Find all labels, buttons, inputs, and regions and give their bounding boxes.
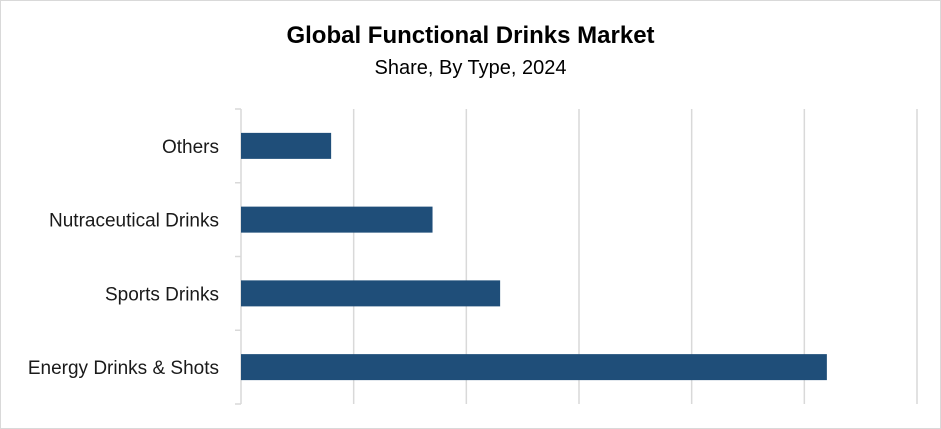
chart-subtitle: Share, By Type, 2024 — [374, 57, 567, 79]
category-axis — [235, 108, 242, 405]
category-label: Energy Drinks & Shots — [28, 358, 219, 379]
bar — [241, 354, 827, 381]
category-label: Others — [162, 137, 219, 158]
bars — [241, 132, 827, 381]
category-labels: Energy Drinks & Shots Sports Drinks Nutrac… — [28, 137, 219, 379]
bar — [241, 280, 501, 307]
category-label: Sports Drinks — [105, 284, 219, 305]
chart-title: Global Functional Drinks Market — [286, 22, 655, 49]
category-label: Nutraceutical Drinks — [49, 211, 219, 232]
bar — [241, 206, 433, 233]
bar — [241, 132, 332, 159]
